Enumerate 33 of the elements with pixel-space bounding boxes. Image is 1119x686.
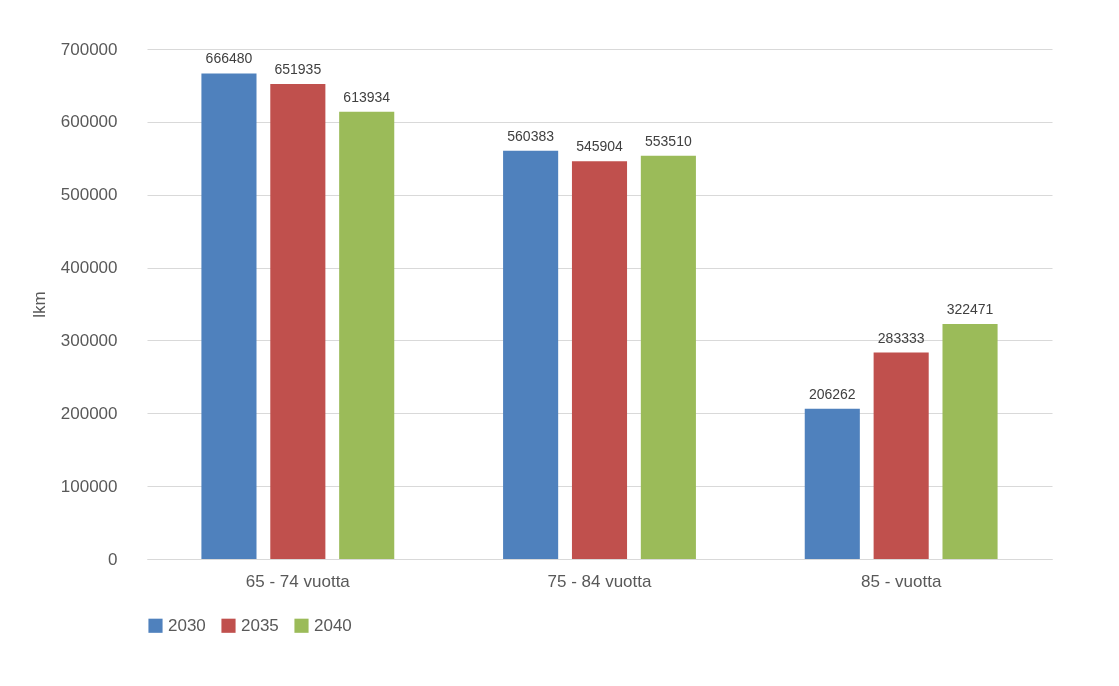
y-tick-label: 100000	[60, 476, 118, 496]
legend-label: 2030	[168, 615, 206, 635]
y-tick-label: 300000	[60, 330, 118, 350]
data-label: 666480	[205, 50, 253, 67]
y-axis-title: lkm	[29, 291, 49, 318]
data-label: 553510	[645, 132, 692, 149]
data-label: 613934	[343, 88, 391, 105]
x-tick-label: 85 - vuotta	[861, 571, 942, 591]
data-label: 560383	[507, 127, 555, 144]
data-label: 322471	[946, 301, 994, 318]
bar	[873, 352, 929, 559]
bar	[942, 324, 998, 559]
y-tick-label: 400000	[60, 258, 118, 278]
bar	[503, 150, 559, 559]
data-label: 283333	[877, 329, 925, 346]
bar	[571, 161, 628, 559]
bar	[270, 84, 326, 559]
legend-label: 2035	[241, 615, 279, 635]
bar	[640, 155, 696, 559]
x-tick-label: 75 - 84 vuotta	[547, 571, 653, 591]
data-label: 545904	[576, 138, 624, 155]
bar	[339, 111, 395, 559]
y-tick-label: 0	[108, 549, 118, 569]
bar	[804, 408, 860, 559]
y-tick-label: 200000	[60, 403, 118, 423]
legend-label: 2040	[314, 615, 352, 635]
data-label: 206262	[808, 385, 856, 402]
y-tick-label: 500000	[60, 185, 118, 205]
x-tick-label: 65 - 74 vuotta	[245, 571, 351, 591]
y-tick-label: 700000	[60, 39, 118, 59]
bar	[201, 73, 257, 559]
y-tick-label: 600000	[60, 112, 118, 132]
data-label: 651935	[274, 61, 322, 78]
